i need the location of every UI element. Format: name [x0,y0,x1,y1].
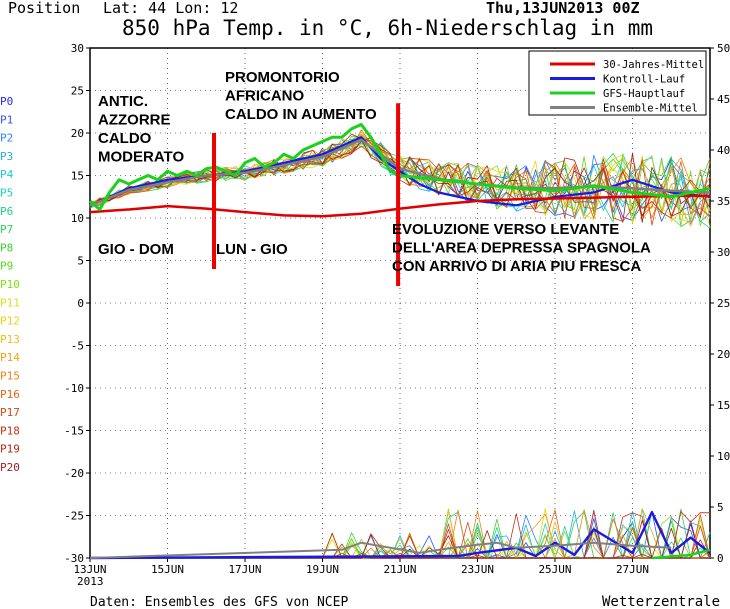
chart-footer: Daten: Ensembles des GFS von NCEP Wetter… [90,594,720,609]
x-tick-label: 27JUN [616,563,649,576]
x-axis-year: 2013 [77,575,104,588]
brand-label: Wetterzentrale [602,594,720,609]
precip-ensemble-line [89,541,672,559]
member-label: P13 [0,333,20,346]
annotation-line: GIO - DOM [98,241,174,258]
y-left-tick-label: 25 [71,85,84,98]
y-left-tick-label: 0 [77,297,84,310]
member-label: P12 [0,315,20,328]
annotation-line: LUN - GIO [216,241,288,258]
y-right-tick-label: 50 [717,42,730,55]
position-label: Position [8,0,80,17]
annotation-line: AZZORRE [98,112,171,129]
member-label: P15 [0,370,20,383]
y-right-tick-label: 5 [717,501,724,514]
legend-label: Ensemble-Mittel [603,103,698,115]
member-label: P19 [0,443,20,456]
annotation-line: PROMONTORIO [225,69,340,86]
x-axis: 13JUN 15JUN 17JUN 19JUN 21JUN 23JUN 25JUN 27JUN… [73,558,649,588]
member-label: P1 [0,113,13,126]
y-left-axis: 30 25 20 15 10 5 0 -5 -10 -15 -20 -25 -30 [64,42,90,565]
y-left-tick-label: -15 [64,425,84,438]
member-label: P20 [0,461,20,474]
annotation-gio-dom: GIO - DOM [98,241,174,258]
member-label: P10 [0,278,20,291]
x-tick-label: 17JUN [228,563,261,576]
y-right-tick-label: 30 [717,246,730,259]
legend-label: Kontroll-Lauf [603,74,685,86]
y-right-tick-label: 0 [717,552,724,565]
y-right-tick-label: 25 [717,297,730,310]
y-left-tick-label: 20 [71,127,84,140]
lat-lon-label: Lat: 44 Lon: 12 [103,0,238,17]
legend-label: 30-Jahres-Mittel [603,59,704,71]
y-left-tick-label: -10 [64,382,84,395]
y-left-tick-label: 30 [71,42,84,55]
y-left-tick-label: 5 [77,255,84,268]
y-right-tick-label: 10 [717,450,730,463]
annotation-line: CALDO IN AUMENTO [225,106,377,123]
x-tick-label: 19JUN [306,563,339,576]
annotation-line: CALDO [98,130,152,147]
precip-control-line [89,510,711,560]
y-left-tick-label: -20 [64,467,84,480]
annotation-line: EVOLUZIONE VERSO LEVANTE [392,221,619,238]
y-left-tick-label: -25 [64,510,84,523]
annotation-line: AFRICANO [225,88,304,105]
member-label: P17 [0,406,20,419]
chart-title: 850 hPa Temp. in °C, 6h-Niederschlag in … [122,16,653,40]
annotation-evolution: EVOLUZIONE VERSO LEVANTE DELL'AREA DEPRES… [392,221,651,275]
annotation-line: MODERATO [98,149,184,166]
member-label: P16 [0,388,20,401]
annotation-markers [212,103,401,286]
x-tick-label: 15JUN [151,563,184,576]
legend-box [528,50,707,116]
member-labels: P0 P1 P2 P3 P4 P5 P6 P7 P8 P9 P10 P11 P12 P13 P14 P15 P1… [0,95,20,474]
member-label: P8 [0,241,13,254]
member-label: P7 [0,223,13,236]
y-left-tick-label: 10 [71,212,84,225]
member-label: P18 [0,424,20,437]
y-left-tick-label: -5 [71,340,84,353]
member-label: P5 [0,187,13,200]
annotation-african-ridge: PROMONTORIO AFRICANO CALDO IN AUMENTO [225,69,377,123]
precipitation-lines [89,508,711,560]
annotation-line: ANTIC. [98,93,148,110]
member-label: P11 [0,296,20,309]
y-right-tick-label: 45 [717,93,730,106]
run-date-label: Thu,13JUN2013 00Z [486,0,640,17]
member-label: P4 [0,168,14,181]
text-annotations: ANTIC. AZZORRE CALDO MODERATO PROMONTORIO AF… [98,69,651,275]
x-tick-label: 21JUN [383,563,416,576]
precip-gfs-line [651,548,711,560]
legend-label: GFS-Hauptlauf [603,88,685,100]
annotation-lun-gio: LUN - GIO [216,241,288,258]
member-label: P9 [0,260,13,273]
annotation-line: DELL'AREA DEPRESSA SPAGNOLA [392,240,651,257]
y-right-tick-label: 20 [717,348,730,361]
member-label: P2 [0,132,13,145]
member-label: P3 [0,150,13,163]
x-tick-label: 23JUN [461,563,494,576]
member-label: P0 [0,95,13,108]
y-left-tick-label: -30 [64,552,84,565]
annotation-line: CON ARRIVO DI ARIA PIU FRESCA [392,258,641,275]
member-label: P6 [0,205,13,218]
chart-header: Position Lat: 44 Lon: 12 Thu,13JUN2013 0… [8,0,653,40]
y-right-tick-label: 40 [717,144,730,157]
series-gfs-hauptlauf [89,123,711,211]
member-label: P14 [0,351,20,364]
annotation-azores: ANTIC. AZZORRE CALDO MODERATO [98,93,184,166]
x-tick-label: 25JUN [538,563,571,576]
y-right-tick-label: 35 [717,195,730,208]
y-left-tick-label: 15 [71,170,84,183]
x-tick-label: 13JUN [73,563,106,576]
y-right-tick-label: 15 [717,399,730,412]
data-source-label: Daten: Ensembles des GFS von NCEP [90,595,348,609]
chart-legend: 30-Jahres-Mittel Kontroll-Lauf GFS-Hauptla… [528,50,707,116]
